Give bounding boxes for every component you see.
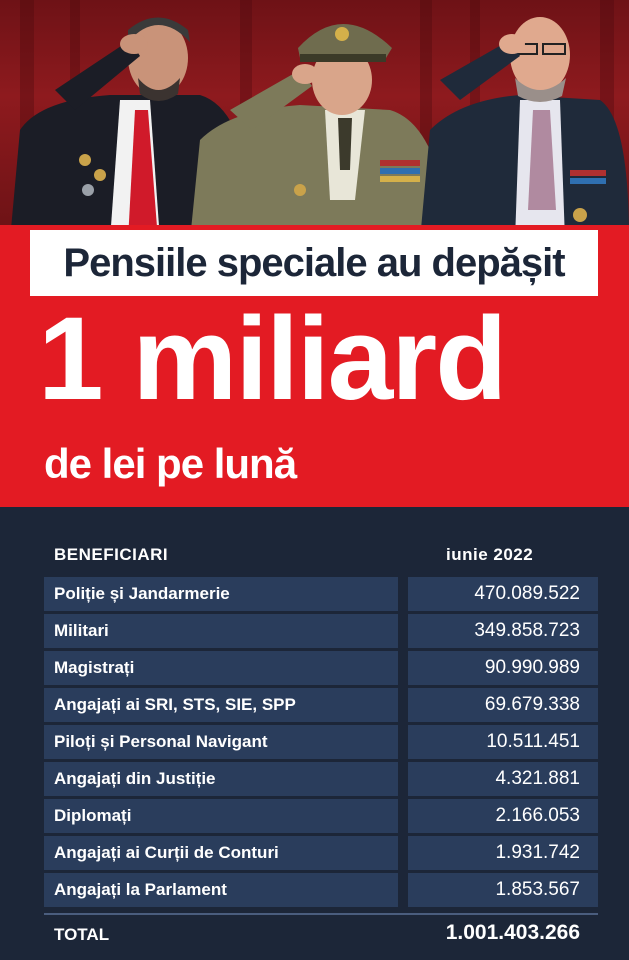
table-row: Angajați ai Curții de Conturi 1.931.742: [44, 836, 598, 873]
table-row: Poliție și Jandarmerie 470.089.522: [44, 577, 598, 614]
pension-table: Poliție și Jandarmerie 470.089.522 Militar…: [44, 577, 598, 910]
beneficiary-amount: 4.321.881: [408, 762, 598, 796]
beneficiary-name: Poliție și Jandarmerie: [44, 577, 398, 611]
header-beneficiaries: BENEFICIARI: [54, 545, 169, 564]
beneficiary-amount: 1.853.567: [408, 873, 598, 907]
headline: Pensiile speciale au depășit: [63, 240, 565, 285]
beneficiary-amount: 90.990.989: [408, 651, 598, 685]
beneficiary-name: Diplomați: [44, 799, 398, 833]
header-period: iunie 2022: [446, 545, 534, 564]
table-row: Militari 349.858.723: [44, 614, 598, 651]
table-row: Angajați din Justiție 4.321.881: [44, 762, 598, 799]
beneficiary-name: Angajați din Justiție: [44, 762, 398, 796]
beneficiary-amount: 10.511.451: [408, 725, 598, 759]
amount-title: 1 miliard: [38, 293, 507, 425]
beneficiary-name: Angajați ai Curții de Conturi: [44, 836, 398, 870]
table-row: Magistrați 90.990.989: [44, 651, 598, 688]
header-photo: [0, 0, 629, 240]
saluting-officials-illustration: [10, 0, 629, 240]
beneficiary-amount: 1.931.742: [408, 836, 598, 870]
table-row: Piloți și Personal Navigant 10.511.451: [44, 725, 598, 762]
beneficiary-name: Angajați ai SRI, STS, SIE, SPP: [44, 688, 398, 722]
headline-box: Pensiile speciale au depășit: [30, 230, 598, 296]
table-row: Diplomați 2.166.053: [44, 799, 598, 836]
total-value: 1.001.403.266: [445, 921, 580, 944]
beneficiary-amount: 470.089.522: [408, 577, 598, 611]
table-row: Angajați ai SRI, STS, SIE, SPP 69.679.338: [44, 688, 598, 725]
beneficiary-amount: 349.858.723: [408, 614, 598, 648]
total-label: TOTAL: [54, 925, 110, 944]
total-divider: [44, 913, 598, 915]
beneficiary-amount: 69.679.338: [408, 688, 598, 722]
beneficiary-amount: 2.166.053: [408, 799, 598, 833]
beneficiary-name: Magistrați: [44, 651, 398, 685]
beneficiary-name: Militari: [44, 614, 398, 648]
amount-subtitle: de lei pe lună: [44, 440, 297, 487]
beneficiary-name: Piloți și Personal Navigant: [44, 725, 398, 759]
beneficiary-name: Angajați la Parlament: [44, 873, 398, 907]
table-row: Angajați la Parlament 1.853.567: [44, 873, 598, 910]
